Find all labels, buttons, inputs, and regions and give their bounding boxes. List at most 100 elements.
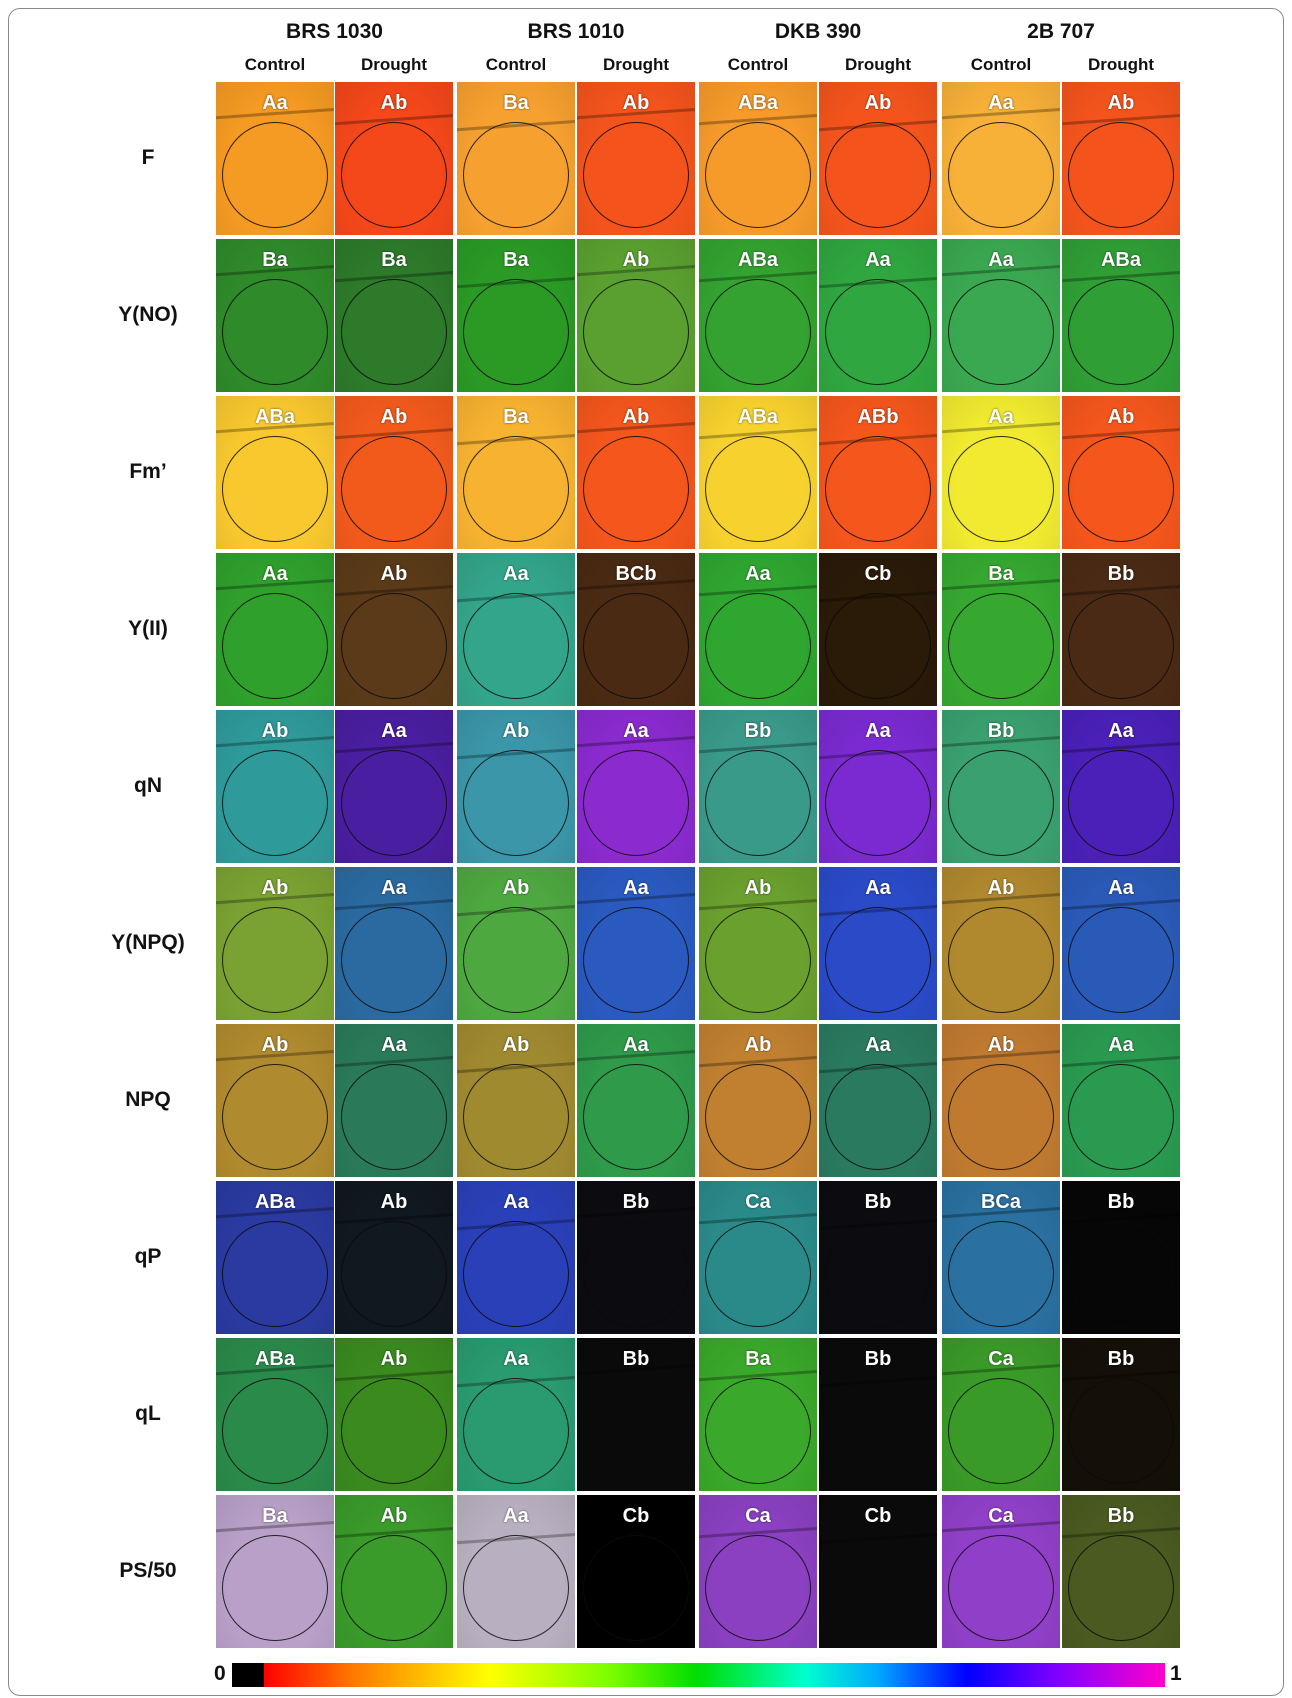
area-of-interest-circle [341, 1221, 447, 1327]
fluorescence-image-panel: ABa [699, 239, 817, 392]
fluorescence-image-panel: Ba [457, 82, 575, 235]
area-of-interest-circle [705, 593, 811, 699]
area-of-interest-circle [222, 436, 328, 542]
fluorescence-image-panel: Aa [942, 239, 1060, 392]
fluorescence-image-panel: Aa [577, 710, 695, 863]
area-of-interest-circle [948, 907, 1054, 1013]
treatment-header: Control [970, 55, 1032, 74]
fluorescence-image-panel: Aa [1062, 710, 1180, 863]
significance-letters: Cb [622, 1505, 650, 1527]
significance-letters: Bb [1107, 563, 1135, 585]
significance-letters: Ab [622, 92, 650, 114]
fluorescence-image-panel: Ab [819, 82, 937, 235]
fluorescence-image-panel: Ab [457, 710, 575, 863]
significance-letters: Ab [864, 92, 892, 114]
significance-letters: Ab [380, 1191, 408, 1213]
area-of-interest-circle [705, 279, 811, 385]
fluorescence-image-panel: Aa [216, 553, 334, 706]
area-of-interest-circle [948, 279, 1054, 385]
area-of-interest-circle [583, 1378, 689, 1484]
significance-letters: Aa [988, 92, 1014, 114]
area-of-interest-circle [222, 750, 328, 856]
area-of-interest-circle [1068, 1221, 1174, 1327]
significance-letters: Aa [623, 877, 649, 899]
significance-letters: Bb [864, 1348, 892, 1370]
significance-letters: ABa [254, 406, 295, 428]
significance-letters: BCb [615, 563, 657, 585]
area-of-interest-circle [583, 1221, 689, 1327]
significance-letters: Ba [988, 563, 1014, 585]
significance-letters: Bb [987, 720, 1015, 742]
significance-letters: ABa [737, 406, 778, 428]
significance-letters: Ca [988, 1348, 1014, 1370]
significance-letters: Bb [1107, 1191, 1135, 1213]
fluorescence-image-panel: Ab [216, 1024, 334, 1177]
significance-letters: Ab [261, 877, 289, 899]
area-of-interest-circle [341, 593, 447, 699]
area-of-interest-circle [583, 593, 689, 699]
parameter-label: NPQ [125, 1087, 171, 1111]
fluorescence-image-panel: Aa [699, 553, 817, 706]
fluorescence-image-panel: Bb [1062, 1338, 1180, 1491]
colorbar-black-segment [232, 1663, 264, 1687]
colorbar-max-label: 1 [1170, 1662, 1182, 1685]
significance-letters: Cb [864, 563, 892, 585]
parameter-label: F [141, 145, 155, 169]
area-of-interest-circle [463, 122, 569, 228]
significance-letters: Aa [1108, 720, 1134, 742]
fluorescence-image-panel: Aa [335, 710, 453, 863]
significance-letters: Ab [987, 877, 1015, 899]
fluorescence-image-panel: Aa [216, 82, 334, 235]
area-of-interest-circle [825, 1535, 931, 1641]
significance-letters: Aa [988, 406, 1014, 428]
area-of-interest-circle [583, 1064, 689, 1170]
fluorescence-image-panel: BCb [577, 553, 695, 706]
parameter-label: Y(II) [128, 616, 168, 640]
significance-letters: Ab [261, 720, 289, 742]
fluorescence-image-panel: Aa [1062, 867, 1180, 1020]
significance-letters: Aa [262, 92, 288, 114]
area-of-interest-circle [222, 1378, 328, 1484]
fluorescence-image-panel: Bb [577, 1338, 695, 1491]
fluorescence-image-panel: Aa [1062, 1024, 1180, 1177]
area-of-interest-circle [705, 122, 811, 228]
significance-letters: Ab [622, 249, 650, 271]
significance-letters: ABa [1100, 249, 1141, 271]
significance-letters: Ab [1107, 92, 1135, 114]
fluorescence-image-panel: Bb [1062, 1495, 1180, 1648]
fluorescence-image-panel: Cb [577, 1495, 695, 1648]
area-of-interest-circle [1068, 593, 1174, 699]
area-of-interest-circle [825, 1064, 931, 1170]
area-of-interest-circle [705, 436, 811, 542]
significance-letters: Aa [503, 1505, 529, 1527]
significance-letters: Bb [622, 1191, 650, 1213]
area-of-interest-circle [948, 750, 1054, 856]
fluorescence-image-panel: Ab [942, 867, 1060, 1020]
fluorescence-image-panel: Ba [216, 239, 334, 392]
area-of-interest-circle [948, 122, 1054, 228]
area-of-interest-circle [463, 1535, 569, 1641]
area-of-interest-circle [1068, 436, 1174, 542]
fluorescence-image-panel: Aa [335, 1024, 453, 1177]
fluorescence-image-panel: Cb [819, 1495, 937, 1648]
variety-header: 2B 707 [1027, 20, 1095, 43]
significance-letters: Aa [865, 1034, 891, 1056]
area-of-interest-circle [705, 907, 811, 1013]
fluorescence-image-panel: Ab [335, 82, 453, 235]
fluorescence-image-panel: Aa [457, 1181, 575, 1334]
significance-letters: Ab [502, 720, 530, 742]
fluorescence-image-panel: ABa [699, 396, 817, 549]
colorbar-gradient [264, 1663, 1165, 1687]
significance-letters: Ab [380, 1348, 408, 1370]
fluorescence-image-panel: Ab [1062, 82, 1180, 235]
area-of-interest-circle [705, 1378, 811, 1484]
fluorescence-image-panel: Ab [216, 710, 334, 863]
area-of-interest-circle [341, 279, 447, 385]
treatment-header: Drought [844, 55, 912, 74]
fluorescence-image-panel: Ab [216, 867, 334, 1020]
area-of-interest-circle [463, 279, 569, 385]
significance-letters: Ab [744, 877, 772, 899]
fluorescence-image-panel: Aa [335, 867, 453, 1020]
parameter-label: Y(NO) [118, 302, 178, 326]
significance-letters: Bb [1107, 1348, 1135, 1370]
